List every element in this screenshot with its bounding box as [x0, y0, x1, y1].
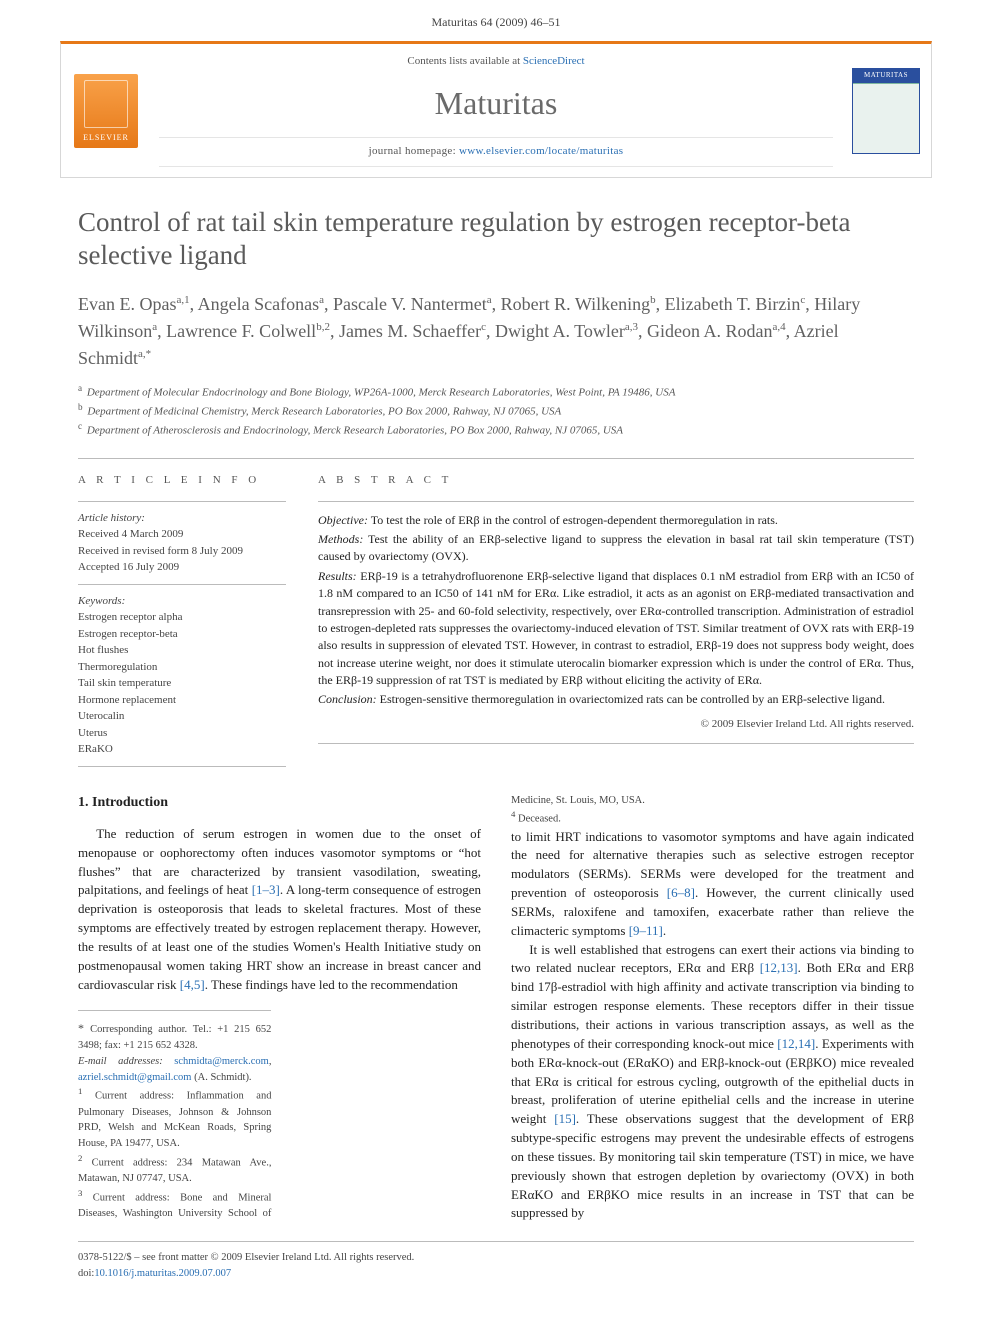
citation-link[interactable]: [1–3] [252, 882, 280, 897]
citation-link[interactable]: [9–11] [629, 923, 663, 938]
journal-homepage-line: journal homepage: www.elsevier.com/locat… [159, 137, 833, 167]
doi-link[interactable]: 10.1016/j.maturitas.2009.07.007 [94, 1268, 231, 1279]
homepage-prefix: journal homepage: [369, 145, 459, 157]
article-info-heading: A R T I C L E I N F O [78, 473, 286, 489]
author-list: Evan E. Opasa,1, Angela Scafonasa, Pasca… [78, 291, 914, 372]
running-head: Maturitas 64 (2009) 46–51 [0, 0, 992, 41]
keyword-line: ERaKO [78, 741, 286, 758]
citation-link[interactable]: [15] [554, 1111, 576, 1126]
cover-label: MATURITAS [853, 70, 919, 80]
objective-label: Objective: [318, 513, 368, 527]
article-title: Control of rat tail skin temperature reg… [78, 206, 914, 274]
footnote-1: Current address: Inflammation and Pulmon… [78, 1091, 271, 1149]
affiliations: a Department of Molecular Endocrinology … [78, 382, 914, 439]
email-label: E-mail addresses: [78, 1056, 163, 1067]
keyword-line: Hormone replacement [78, 692, 286, 709]
contents-available-line: Contents lists available at ScienceDirec… [159, 54, 833, 70]
conclusion-label: Conclusion: [318, 692, 377, 706]
results-text: ERβ-19 is a tetrahydrofluorenone ERβ-sel… [318, 569, 914, 687]
citation-link[interactable]: [12,13] [760, 960, 798, 975]
journal-homepage-link[interactable]: www.elsevier.com/locate/maturitas [459, 145, 623, 157]
doi-prefix: doi: [78, 1268, 94, 1279]
methods-text: Test the ability of an ERβ-selective lig… [318, 532, 914, 563]
methods-label: Methods: [318, 532, 363, 546]
front-matter-line: 0378-5122/$ – see front matter © 2009 El… [78, 1250, 914, 1266]
masthead-center: Contents lists available at ScienceDirec… [151, 44, 841, 176]
keywords-block: Keywords: Estrogen receptor alphaEstroge… [78, 584, 286, 767]
objective-text: To test the role of ERβ in the control o… [368, 513, 778, 527]
keywords-head: Keywords: [78, 593, 286, 610]
email-link-2[interactable]: azriel.schmidt@gmail.com [78, 1072, 191, 1083]
avail-prefix: Contents lists available at [407, 55, 522, 67]
citation-link[interactable]: [12,14] [777, 1036, 815, 1051]
affiliation-row: a Department of Molecular Endocrinology … [78, 382, 914, 401]
affiliation-row: b Department of Medicinal Chemistry, Mer… [78, 401, 914, 420]
keyword-line: Uterus [78, 725, 286, 742]
citation-link[interactable]: [6–8] [667, 885, 695, 900]
intro-para-3: It is well established that estrogens ca… [511, 941, 914, 1224]
history-line: Received in revised form 8 July 2009 [78, 543, 286, 560]
abstract-body: Objective: To test the role of ERβ in th… [318, 501, 914, 744]
history-line: Accepted 16 July 2009 [78, 559, 286, 576]
article-history-head: Article history: [78, 510, 286, 527]
keyword-line: Estrogen receptor alpha [78, 609, 286, 626]
abstract-copyright: © 2009 Elsevier Ireland Ltd. All rights … [318, 717, 914, 733]
affiliation-row: c Department of Atherosclerosis and Endo… [78, 420, 914, 439]
citation-link[interactable]: [4,5] [180, 977, 205, 992]
keyword-line: Tail skin temperature [78, 675, 286, 692]
body-two-columns: 1. Introduction The reduction of serum e… [78, 793, 914, 1224]
keyword-line: Uterocalin [78, 708, 286, 725]
article-info-column: A R T I C L E I N F O Article history: R… [78, 473, 286, 767]
history-line: Received 4 March 2009 [78, 526, 286, 543]
journal-cover: MATURITAS [841, 44, 931, 176]
keyword-line: Estrogen receptor-beta [78, 626, 286, 643]
section-1-heading: 1. Introduction [78, 793, 481, 813]
abstract-column: A B S T R A C T Objective: To test the r… [318, 473, 914, 767]
cover-thumbnail: MATURITAS [852, 68, 920, 154]
intro-para-1: The reduction of serum estrogen in women… [78, 825, 481, 995]
email-link-1[interactable]: schmidta@merck.com [174, 1056, 269, 1067]
star-icon: * [78, 1021, 90, 1035]
results-label: Results: [318, 569, 357, 583]
conclusion-text: Estrogen-sensitive thermoregulation in o… [377, 692, 885, 706]
keyword-line: Thermoregulation [78, 659, 286, 676]
journal-title: Maturitas [159, 80, 833, 126]
article-history-block: Article history: Received 4 March 2009Re… [78, 501, 286, 584]
publisher-name: ELSEVIER [83, 132, 129, 144]
footnote-2: Current address: 234 Matawan Ave., Mataw… [78, 1157, 271, 1184]
page-footer: 0378-5122/$ – see front matter © 2009 El… [78, 1241, 914, 1282]
elsevier-tree-icon: ELSEVIER [74, 74, 138, 148]
intro-para-2a: to limit HRT indications to vasomotor sy… [511, 828, 914, 941]
keyword-line: Hot flushes [78, 642, 286, 659]
corresponding-author: Corresponding author. Tel.: +1 215 652 3… [78, 1024, 271, 1051]
journal-masthead: ELSEVIER Contents lists available at Sci… [60, 41, 932, 177]
publisher-logo: ELSEVIER [61, 44, 151, 176]
footnote-4: Deceased. [518, 814, 561, 825]
abstract-heading: A B S T R A C T [318, 473, 914, 489]
email-name: (A. Schmidt). [194, 1072, 251, 1083]
sciencedirect-link[interactable]: ScienceDirect [523, 55, 585, 67]
